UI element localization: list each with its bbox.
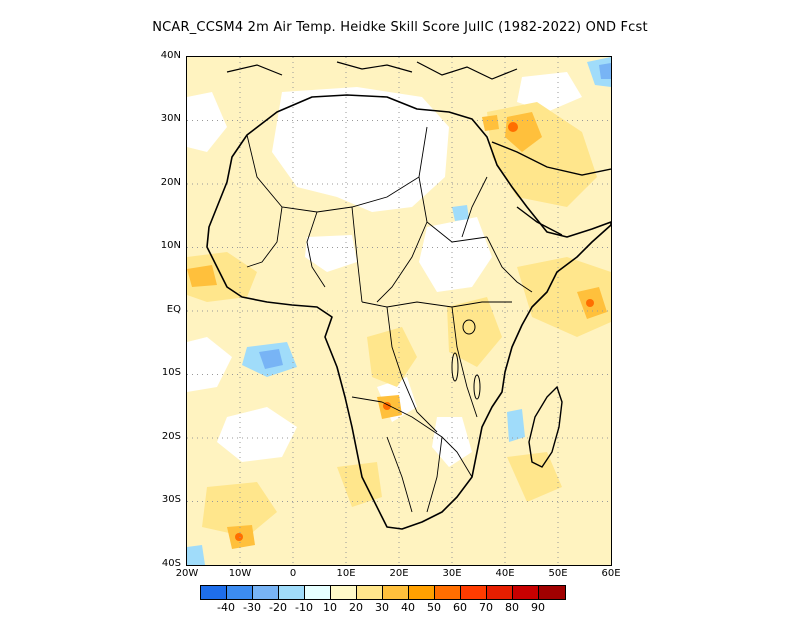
lon-label: 50E (548, 568, 568, 579)
lon-label: 10E (336, 568, 356, 579)
legend-swatch (461, 586, 487, 599)
lat-label: 10N (160, 240, 181, 251)
africa-coastline (206, 94, 611, 530)
lon-label: 10W (228, 568, 252, 579)
lon-label: 30E (442, 568, 462, 579)
legend-label: -40 (217, 601, 235, 614)
lon-label: 40E (495, 568, 515, 579)
lat-label: 20N (160, 177, 181, 188)
europe-coast (226, 61, 518, 80)
map-panel (186, 56, 612, 566)
lon-label: 60E (601, 568, 621, 579)
legend-swatch (331, 586, 357, 599)
lat-label: EQ (166, 304, 181, 315)
legend-swatch (357, 586, 383, 599)
legend-swatch (253, 586, 279, 599)
lat-label: 40S (161, 558, 181, 569)
lat-label: 30N (160, 113, 181, 124)
lat-label: 20S (161, 431, 181, 442)
low-skill-areas (187, 102, 611, 537)
lat-label: 40N (160, 50, 181, 61)
legend-label: -20 (269, 601, 287, 614)
legend-swatch (227, 586, 253, 599)
legend-swatch (279, 586, 305, 599)
legend-swatch (487, 586, 513, 599)
legend-label: 40 (401, 601, 415, 614)
lat-label: 30S (161, 494, 181, 505)
legend-label: 10 (323, 601, 337, 614)
legend-label: 30 (375, 601, 389, 614)
legend-label: 60 (453, 601, 467, 614)
legend-label: 70 (479, 601, 493, 614)
country-borders (246, 126, 533, 513)
legend-label: 50 (427, 601, 441, 614)
arabia-outline (491, 141, 611, 236)
lat-label: 10S (161, 367, 181, 378)
skill-map (187, 57, 611, 565)
lakes (451, 319, 481, 400)
legend-label: -30 (243, 601, 261, 614)
legend-swatch (383, 586, 409, 599)
map-title: NCAR_CCSM4 2m Air Temp. Heidke Skill Sco… (152, 20, 648, 35)
legend-swatch (201, 586, 227, 599)
legend-label: -10 (295, 601, 313, 614)
legend-swatch (305, 586, 331, 599)
legend-swatch (409, 586, 435, 599)
color-legend (200, 585, 566, 600)
legend-label: 90 (531, 601, 545, 614)
lon-label: 0 (289, 568, 297, 579)
lon-label: 20E (389, 568, 409, 579)
legend-swatch (513, 586, 539, 599)
legend-label: 80 (505, 601, 519, 614)
legend-label: 20 (349, 601, 363, 614)
legend-swatch (539, 586, 565, 599)
madagascar-outline (528, 385, 563, 468)
lon-label: 20W (175, 568, 199, 579)
map-gridlines (187, 57, 611, 565)
strong-negative-skill-areas (259, 63, 611, 369)
legend-swatch (435, 586, 461, 599)
